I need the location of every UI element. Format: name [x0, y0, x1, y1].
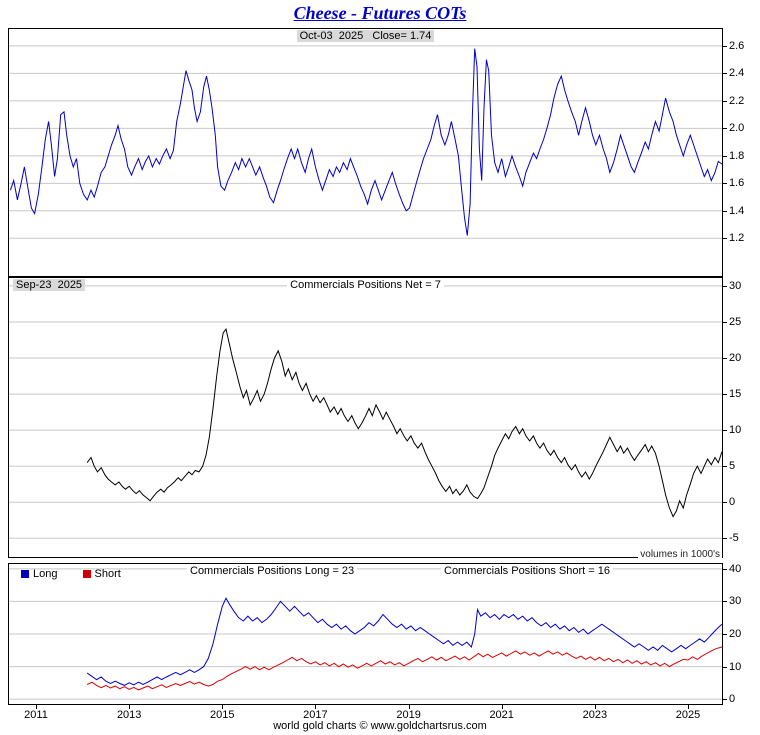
y-axis-label: 1.2	[729, 232, 745, 245]
price-chart	[9, 45, 722, 239]
y-axis-tick	[722, 634, 727, 635]
x-axis-tick	[594, 705, 596, 709]
x-axis-year-label: 2019	[396, 709, 421, 721]
y-axis-tick	[722, 466, 727, 468]
price-line	[9, 48, 722, 236]
y-axis-label: 10	[729, 424, 742, 437]
y-axis-tick	[722, 394, 727, 396]
y-axis-tick	[722, 321, 727, 323]
y-axis-tick	[722, 538, 727, 540]
long-swatch-icon	[21, 570, 29, 578]
y-axis-tick	[722, 699, 727, 701]
y-axis-tick	[722, 358, 727, 360]
y-axis-label: 2.4	[729, 67, 745, 80]
y-axis-label: 1.4	[729, 204, 745, 217]
legend-entry-long: Long	[21, 568, 57, 580]
price-close-annotation: Oct-03 2025 Close= 1.74	[296, 30, 435, 42]
net-date-label: Sep-23 2025	[13, 279, 86, 291]
y-axis-tick	[722, 73, 727, 75]
long-short-chart	[9, 568, 722, 700]
y-axis-tick	[722, 666, 727, 668]
y-axis-tick	[722, 155, 727, 157]
x-axis-year-label: 2015	[210, 709, 235, 721]
long-annotation: Commercials Positions Long = 23	[187, 565, 358, 577]
price-annotation-row: Oct-03 2025 Close= 1.74	[9, 30, 722, 42]
y-axis-tick	[722, 45, 727, 47]
short-annotation: Commercials Positions Short = 16	[441, 565, 613, 577]
long-line	[86, 597, 722, 686]
x-axis-tick	[688, 705, 689, 709]
net-line	[86, 328, 722, 518]
x-axis-tick	[408, 705, 410, 709]
y-axis-label: 2.2	[729, 94, 745, 107]
y-axis-tick	[722, 568, 727, 570]
short-annotation-row: Commercials Positions Short = 16	[441, 565, 613, 577]
y-axis-label: 25	[729, 315, 742, 328]
x-axis-year-label: 2011	[24, 709, 48, 721]
y-axis-label: 10	[729, 660, 742, 673]
net-positions-panel: Sep-23 2025 Commercials Positions Net = …	[8, 277, 723, 558]
x-axis-year-label: 2021	[489, 709, 514, 721]
long-short-panel: Long Short Commercials Positions Long = …	[8, 563, 723, 705]
volumes-note: volumes in 1000's	[638, 549, 722, 560]
x-axis-tick	[315, 705, 317, 709]
net-annotation: Commercials Positions Net = 7	[287, 279, 444, 291]
x-axis-tick	[222, 705, 224, 709]
legend: Long Short	[21, 568, 143, 580]
page-title: Cheese - Futures COTs	[293, 3, 467, 23]
x-axis-tick	[36, 705, 37, 709]
y-axis-label: 0	[729, 496, 736, 509]
short-line	[86, 646, 722, 691]
y-axis-label: 20	[729, 352, 742, 365]
x-axis-tick	[501, 705, 503, 709]
y-axis-label: 40	[729, 562, 742, 575]
y-axis-tick	[722, 238, 727, 240]
y-axis-label: 2.6	[729, 39, 745, 52]
net-date-row: Sep-23 2025	[13, 279, 86, 291]
net-positions-chart	[9, 285, 722, 539]
y-axis-label: 30	[729, 595, 742, 608]
y-axis-tick	[722, 502, 727, 504]
x-axis-tick	[129, 705, 131, 709]
y-axis-label: 1.8	[729, 149, 745, 162]
x-axis-year-label: 2017	[303, 709, 328, 721]
y-axis-label: 1.6	[729, 177, 745, 190]
price-panel: Oct-03 2025 Close= 1.74	[8, 28, 723, 277]
long-legend-label: Long	[33, 568, 58, 580]
long-annotation-row: Commercials Positions Long = 23	[187, 565, 358, 577]
x-axis-year-label: 2025	[675, 709, 701, 721]
y-axis-tick	[722, 601, 727, 603]
footer-credit: world gold charts © www.goldchartsrus.co…	[273, 720, 487, 732]
y-axis-tick	[722, 100, 727, 102]
y-axis-label: 5	[729, 460, 736, 473]
y-axis-label: 30	[729, 279, 742, 292]
y-axis-label: 15	[729, 388, 742, 401]
short-swatch-icon	[82, 570, 91, 578]
y-axis-tick	[722, 285, 727, 287]
y-axis-label: -5	[729, 532, 739, 545]
y-axis-tick	[722, 183, 727, 185]
x-axis-year-label: 2023	[582, 709, 608, 721]
y-axis-label: 20	[729, 628, 742, 640]
y-axis-tick	[722, 210, 727, 212]
y-axis-tick	[722, 430, 727, 432]
net-annotation-row: Commercials Positions Net = 7	[9, 279, 722, 291]
y-axis-label: 0	[729, 693, 736, 706]
legend-entry-short: Short	[82, 568, 121, 580]
y-axis-tick	[722, 128, 727, 130]
y-axis-label: 2.0	[729, 122, 745, 135]
short-legend-label: Short	[94, 568, 121, 580]
x-axis-year-label: 2013	[116, 709, 142, 721]
